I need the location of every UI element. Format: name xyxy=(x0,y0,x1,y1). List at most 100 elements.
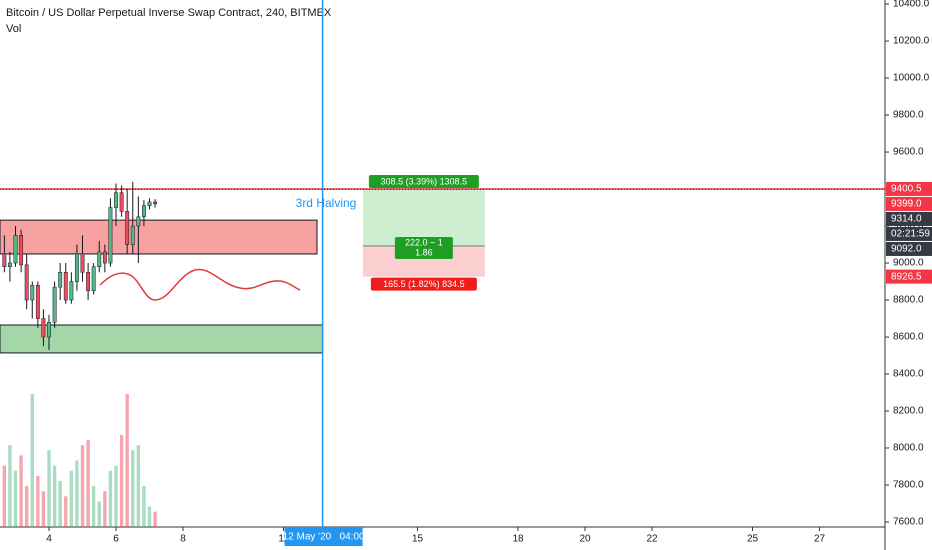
price-label: 9400.5 xyxy=(891,184,922,195)
position-stop-box xyxy=(370,277,477,291)
x-tick-label: 15 xyxy=(412,534,424,545)
volume-bar xyxy=(80,445,85,527)
x-tick-label: 25 xyxy=(747,534,759,545)
x-tick-label: 20 xyxy=(579,534,591,545)
position-profit xyxy=(362,188,485,247)
candle-body xyxy=(30,284,35,301)
price-label-box xyxy=(886,269,932,284)
candle-body xyxy=(80,253,85,273)
x-tick-label: 27 xyxy=(814,534,826,545)
crosshair-label-box xyxy=(284,527,363,546)
chart-title: Bitcoin / US Dollar Perpetual Inverse Sw… xyxy=(6,7,332,19)
candle-body xyxy=(91,266,96,292)
candle-body xyxy=(119,192,124,212)
volume-bar xyxy=(119,434,124,527)
y-tick-label: 7600.0 xyxy=(893,517,924,528)
candle-body xyxy=(86,272,91,292)
volume-bar xyxy=(125,393,129,527)
volume-bar xyxy=(52,465,57,527)
volume-bar xyxy=(114,465,118,527)
candle-body xyxy=(35,284,40,319)
x-tick-label: 4 xyxy=(46,534,52,545)
y-tick-label: 9200.0 xyxy=(893,221,924,232)
price-label: 9092.0 xyxy=(891,244,922,255)
candle-body xyxy=(125,210,130,245)
candle-body xyxy=(147,201,152,206)
volume-bar xyxy=(91,486,96,527)
y-tick-label: 8600.0 xyxy=(893,332,924,343)
drawing-curve xyxy=(99,268,301,301)
x-tick-label: 18 xyxy=(512,534,524,545)
candle-body xyxy=(108,207,113,264)
price-label: 8926.5 xyxy=(891,271,922,282)
y-tick-label: 9600.0 xyxy=(893,147,924,158)
volume-bar xyxy=(19,455,23,527)
position-stop-label: 165.5 (1.82%) 834.5 xyxy=(383,279,465,289)
x-tick-label: 22 xyxy=(646,534,658,545)
candle-body xyxy=(153,201,158,205)
candle-body xyxy=(69,281,74,301)
candle-body xyxy=(63,272,68,301)
candle-body xyxy=(102,251,107,264)
y-tick-label: 8000.0 xyxy=(893,443,924,454)
x-tick-label: 11 xyxy=(278,534,289,545)
volume-bar xyxy=(103,491,107,527)
volume-bar xyxy=(86,440,90,527)
volume-bar xyxy=(24,486,29,527)
zone xyxy=(0,219,318,255)
volume-bar xyxy=(41,491,46,527)
volume-bar xyxy=(36,475,40,527)
candle-body xyxy=(97,251,102,267)
price-label-box xyxy=(886,226,932,241)
volume-bar xyxy=(75,460,79,527)
candle-body xyxy=(47,321,51,338)
crosshair-label: 12 May '20 04:00 xyxy=(283,532,365,543)
y-tick-label: 8800.0 xyxy=(893,295,924,306)
price-label: 9314.0 xyxy=(891,214,922,225)
price-label-box xyxy=(886,211,932,226)
y-tick-label: 9800.0 xyxy=(893,110,924,121)
y-tick-label: 7800.0 xyxy=(893,480,924,491)
price-label: 02:21:59 xyxy=(891,229,930,240)
y-tick-label: 10200.0 xyxy=(893,36,930,47)
y-tick-label: 8400.0 xyxy=(893,369,924,380)
position-target-label: 308.5 (3.39%) 1308.5 xyxy=(381,176,468,186)
y-tick-label: 10000.0 xyxy=(893,73,930,84)
volume-bar xyxy=(97,501,101,527)
x-tick-label: 6 xyxy=(113,534,119,545)
candle-body xyxy=(74,253,79,282)
volume-bar xyxy=(64,496,68,527)
volume-bar xyxy=(142,486,146,527)
volume-bar xyxy=(30,393,34,527)
price-label-box xyxy=(886,181,932,196)
zone xyxy=(0,324,324,354)
volume-bar xyxy=(2,465,7,527)
y-tick-label: 8200.0 xyxy=(893,406,924,417)
candle-body xyxy=(7,262,12,267)
position-ratio-box xyxy=(394,237,453,260)
candle-body xyxy=(24,264,29,301)
candle-body xyxy=(58,272,63,288)
volume-bar xyxy=(58,480,62,527)
candle-body xyxy=(114,192,118,208)
volume-bar xyxy=(147,506,152,527)
candle-body xyxy=(52,286,57,323)
y-tick-label: 9000.0 xyxy=(893,258,924,269)
position-target-box xyxy=(368,174,479,188)
candle-body xyxy=(2,253,7,267)
candle-body xyxy=(130,225,135,245)
volume-bar xyxy=(47,450,51,527)
price-label-box xyxy=(886,241,932,256)
volume-bar xyxy=(131,450,135,527)
volume-bar xyxy=(13,470,18,527)
candle-body xyxy=(141,205,146,218)
position-ratio-label: 222.0 ~ 1 xyxy=(405,237,443,247)
price-label: 9399.0 xyxy=(891,199,922,210)
price-label-box xyxy=(886,196,932,211)
volume-bar xyxy=(69,470,74,527)
y-tick-label: 10400.0 xyxy=(893,0,930,10)
volume-bar xyxy=(136,445,141,527)
candle-body xyxy=(41,318,46,338)
position-ratio-sub: 1.86 xyxy=(415,247,433,257)
